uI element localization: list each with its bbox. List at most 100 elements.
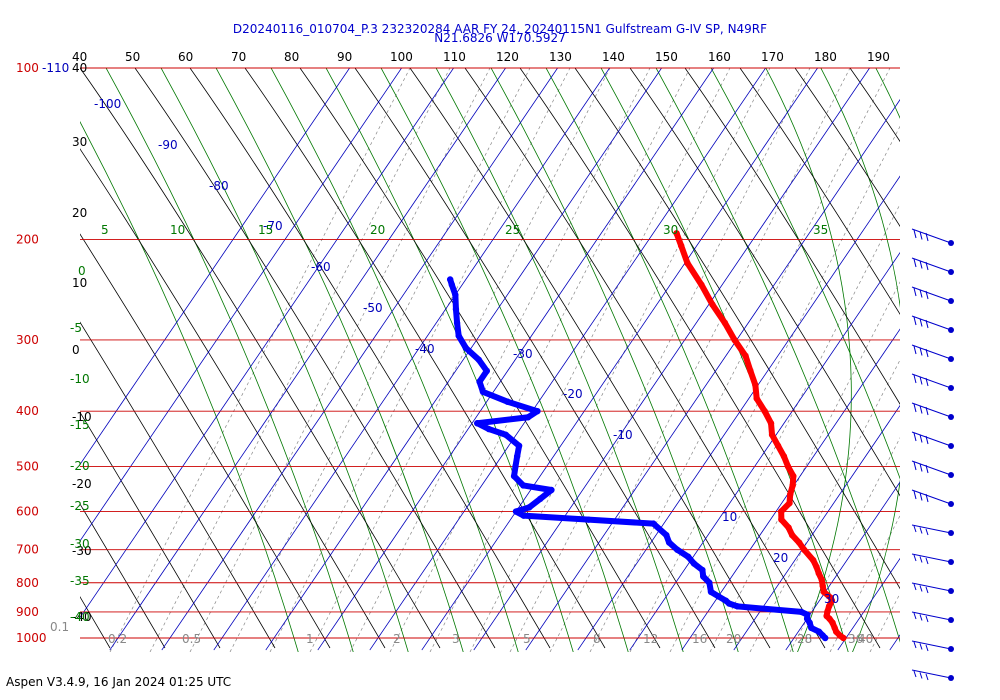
temperature-point	[824, 608, 831, 616]
temperature-point	[809, 556, 817, 564]
moist-adiabat	[820, 68, 900, 652]
moist-adiabat-label: 15	[258, 223, 273, 237]
mixing-ratio-line	[950, 68, 1000, 652]
wind-barb-flag	[913, 403, 917, 413]
temperature-point	[787, 491, 794, 498]
temperature-point	[790, 472, 797, 480]
moist-adiabat-left-label: 0	[78, 264, 86, 278]
mixing-ratio-line	[509, 68, 811, 652]
wind-barb	[911, 582, 954, 594]
wind-barbs	[911, 228, 954, 681]
theta-label: 40	[72, 50, 87, 64]
wind-barb-flag	[919, 527, 923, 534]
mixing-ratio-label: 36	[848, 632, 863, 646]
wind-barb-flag	[913, 258, 917, 268]
dewpoint-point	[534, 407, 541, 415]
isotherm-line	[369, 68, 767, 651]
mixing-ratio-line	[910, 68, 1000, 652]
pressure-label: 200	[16, 233, 39, 247]
dewpoint-point	[674, 546, 681, 553]
temperature-point	[820, 588, 828, 596]
isotherm-line	[681, 328, 900, 651]
mixing-ratio-line	[309, 68, 611, 652]
isotherm-label: -60	[311, 260, 331, 274]
temperature-point	[777, 508, 785, 515]
wind-barb	[911, 524, 954, 536]
pressure-label: 100	[16, 61, 39, 75]
isotherm-line	[109, 68, 507, 651]
dewpoint-point	[804, 611, 811, 618]
moist-adiabat-left-label: -30	[70, 537, 90, 551]
height-label: 0	[72, 343, 80, 357]
temperature-point	[709, 301, 716, 308]
pressure-label: 700	[16, 543, 39, 557]
dewpoint-point	[585, 516, 592, 523]
moist-adiabat-label: 35	[813, 223, 828, 237]
wind-barb	[911, 286, 954, 304]
wind-barb-flag	[919, 643, 923, 650]
height-label: -20	[72, 477, 92, 491]
dry-adiabat	[849, 68, 900, 143]
temperature-point	[767, 420, 775, 427]
wind-barb-flag	[913, 612, 917, 620]
theta-label: 100	[390, 50, 413, 64]
theta-label: 50	[125, 50, 140, 64]
dewpoint-point	[707, 588, 715, 596]
wind-barb	[911, 373, 954, 391]
wind-barb-flag	[919, 376, 923, 385]
temperature-point	[742, 352, 749, 360]
dewpoint-point	[715, 593, 722, 600]
dewpoint-point	[515, 442, 523, 449]
wind-barb-staff	[911, 257, 952, 273]
wind-barb-flag	[919, 556, 923, 563]
moist-adiabat-left-label: -40	[70, 610, 90, 624]
wind-barb	[911, 460, 954, 478]
wind-barb-staff	[911, 460, 952, 476]
dewpoint-point	[485, 425, 493, 433]
temperature-point	[785, 524, 792, 531]
wind-barb-flag	[913, 670, 917, 678]
wind-barb-staff	[911, 373, 952, 389]
dry-adiabat	[519, 68, 881, 649]
dewpoint-point	[483, 367, 490, 375]
dry-adiabat	[80, 68, 441, 649]
wind-barb-flag	[925, 464, 929, 474]
mixing-ratio-label: 5	[523, 632, 531, 646]
dry-adiabat	[80, 503, 166, 649]
height-label: -30	[72, 544, 92, 558]
wind-barb-flag	[925, 493, 929, 503]
wind-barb-flag	[925, 377, 929, 387]
height-label: 30	[72, 135, 87, 149]
wind-barb-flag	[919, 260, 923, 269]
temperature-point	[825, 603, 833, 610]
dry-adiabat	[574, 68, 900, 590]
isotherm-label: -40	[415, 342, 435, 356]
theta-label: 90	[337, 50, 352, 64]
isotherm-line	[837, 557, 900, 651]
mixing-ratio-label: 8	[593, 632, 601, 646]
wind-barb-flag	[925, 673, 929, 681]
dewpoint-point	[684, 553, 692, 560]
moist-adiabat-left-label: -5	[70, 321, 82, 335]
dewpoint-point	[512, 463, 519, 470]
pressure-label: 1000	[16, 631, 47, 645]
theta-label: 120	[496, 50, 519, 64]
isotherm-line	[577, 175, 900, 651]
temperature-trace	[673, 230, 847, 642]
dry-adiabat	[80, 321, 276, 649]
dewpoint-point	[706, 579, 713, 586]
isotherm-label: -70	[263, 219, 283, 233]
dewpoint-point	[665, 539, 673, 546]
dewpoint-point	[476, 378, 483, 385]
temperature-point	[684, 259, 691, 267]
dewpoint-point	[452, 291, 459, 299]
theta-label: 110	[443, 50, 466, 64]
wind-barb-flag	[925, 586, 929, 594]
temperature-point	[673, 230, 680, 237]
isotherm-line	[317, 68, 715, 651]
dewpoint-point	[452, 306, 460, 313]
pressure-label: 900	[16, 605, 39, 619]
moist-adiabat	[655, 68, 900, 643]
wind-barb-flag	[913, 554, 917, 562]
wind-barb-flag	[913, 316, 917, 326]
